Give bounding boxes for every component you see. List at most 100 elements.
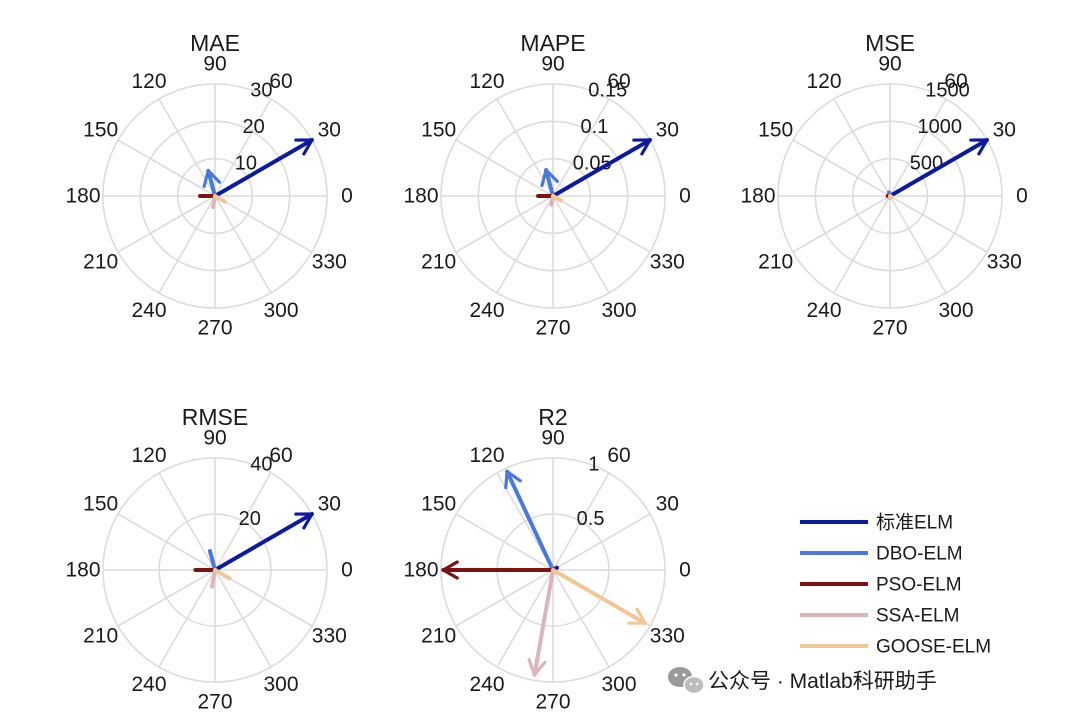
angle-tick-label: 60 xyxy=(269,444,292,467)
grid-spoke xyxy=(455,569,554,627)
angle-tick-label: 150 xyxy=(83,493,118,516)
angle-tick-label: 30 xyxy=(318,493,341,516)
angle-tick-label: 90 xyxy=(541,53,564,76)
angle-tick-label: 150 xyxy=(758,119,793,142)
angle-tick-label: 30 xyxy=(318,119,341,142)
angle-tick-label: 180 xyxy=(403,185,438,208)
legend-label: GOOSE-ELM xyxy=(876,637,991,658)
grid-spoke xyxy=(889,98,947,197)
panel-title: MAE xyxy=(190,30,240,56)
angle-tick-label: 210 xyxy=(421,625,456,648)
radial-tick-label: 40 xyxy=(250,453,272,475)
arrow-dbo-elm xyxy=(202,168,222,198)
angle-tick-label: 270 xyxy=(197,317,232,340)
legend-label: DBO-ELM xyxy=(876,544,963,565)
grid-spoke xyxy=(117,569,216,627)
legend-entry-goose-elm: GOOSE-ELM xyxy=(800,637,991,658)
polar-panel-rmse: 0 30 60 90 120 150 180 210 240 270 300 330 20 40 RMSE xyxy=(65,404,352,714)
grid-spoke xyxy=(214,195,313,253)
legend-entry-ssa-elm: SSA-ELM xyxy=(800,606,959,627)
angle-tick-label: 120 xyxy=(806,70,841,93)
angle-tick-label: 0 xyxy=(1016,185,1028,208)
radial-tick-label: 1000 xyxy=(918,116,963,138)
radial-tick-label: 20 xyxy=(239,508,261,530)
grid-spoke xyxy=(889,195,947,294)
grid-spoke xyxy=(792,139,891,197)
angle-tick-label: 120 xyxy=(469,70,504,93)
angle-tick-label: 330 xyxy=(650,625,685,648)
radial-tick-label: 0.1 xyxy=(581,116,609,138)
angle-tick-label: 300 xyxy=(263,673,298,696)
radial-tick-label: 20 xyxy=(243,116,265,138)
angle-tick-label: 0 xyxy=(341,185,353,208)
angle-tick-label: 330 xyxy=(650,251,685,274)
grid-spoke xyxy=(496,569,554,668)
grid-spoke xyxy=(496,195,554,294)
grid-spoke xyxy=(214,195,272,294)
angle-tick-label: 150 xyxy=(421,119,456,142)
angle-tick-label: 270 xyxy=(197,691,232,714)
angle-tick-label: 300 xyxy=(601,299,636,322)
radial-tick-label: 1500 xyxy=(925,79,970,101)
arrow-elm xyxy=(213,138,314,198)
grid-spoke xyxy=(455,139,554,197)
panel-title: R2 xyxy=(538,404,567,430)
grid-spoke xyxy=(496,98,554,197)
angle-tick-label: 150 xyxy=(83,119,118,142)
arrow-ssa-elm xyxy=(527,568,555,677)
angle-tick-label: 210 xyxy=(83,625,118,648)
angle-tick-label: 210 xyxy=(83,251,118,274)
grid-spoke xyxy=(552,98,610,197)
grid-spoke xyxy=(214,98,272,197)
arrow-goose-elm xyxy=(213,568,232,581)
arrow-dbo-elm xyxy=(540,168,559,198)
grid-spoke xyxy=(455,513,554,571)
angle-tick-label: 330 xyxy=(312,251,347,274)
angle-tick-label: 0 xyxy=(679,185,691,208)
grid-spoke xyxy=(214,569,272,668)
legend-entry-dbo-elm: DBO-ELM xyxy=(800,544,963,565)
angle-tick-label: 180 xyxy=(403,559,438,582)
angle-tick-label: 0 xyxy=(679,559,691,582)
arrow-dbo-elm xyxy=(207,549,217,572)
angle-tick-label: 30 xyxy=(656,119,679,142)
angle-tick-label: 120 xyxy=(131,70,166,93)
grid-spoke xyxy=(158,195,216,294)
grid-spoke xyxy=(117,513,216,571)
angle-tick-label: 60 xyxy=(944,70,967,93)
arrow-elm xyxy=(213,512,314,572)
polar-panel-r2: 0 30 60 90 120 150 180 210 240 270 300 330 0.5 1 R2 xyxy=(403,404,690,714)
legend-label: PSO-ELM xyxy=(876,575,962,596)
radial-tick-label: 500 xyxy=(910,152,943,174)
grid-spoke xyxy=(158,569,216,668)
grid-spoke xyxy=(552,195,651,253)
arrow-ssa-elm xyxy=(210,568,217,589)
angle-tick-label: 120 xyxy=(131,444,166,467)
grid-spoke xyxy=(552,513,651,571)
grid-spoke xyxy=(792,195,891,253)
polar-panel-mse: 0 30 60 90 120 150 180 210 240 270 300 330 500 1000 15… xyxy=(740,30,1027,340)
grid-spoke xyxy=(158,98,216,197)
wechat-icon xyxy=(668,667,705,695)
watermark: 公众号 · Matlab科研助手 xyxy=(668,667,937,695)
grid-spoke xyxy=(889,195,988,253)
watermark-text: 公众号 · Matlab科研助手 xyxy=(708,670,937,693)
legend-entry-pso-elm: PSO-ELM xyxy=(800,575,962,596)
angle-tick-label: 90 xyxy=(541,427,564,450)
angle-tick-label: 30 xyxy=(993,119,1016,142)
grid-spoke xyxy=(552,569,610,668)
angle-tick-label: 210 xyxy=(758,251,793,274)
angle-tick-label: 60 xyxy=(607,70,630,93)
arrow-goose-elm xyxy=(213,194,227,204)
angle-tick-label: 300 xyxy=(938,299,973,322)
angle-tick-label: 240 xyxy=(469,673,504,696)
panel-title: MSE xyxy=(865,30,915,56)
grid-spoke xyxy=(117,139,216,197)
arrow-goose-elm xyxy=(888,194,894,200)
angle-tick-label: 150 xyxy=(421,493,456,516)
grid-spoke xyxy=(455,195,554,253)
angle-tick-label: 330 xyxy=(987,251,1022,274)
angle-tick-label: 90 xyxy=(203,53,226,76)
angle-tick-label: 240 xyxy=(131,673,166,696)
radial-tick-label: 10 xyxy=(235,152,257,174)
